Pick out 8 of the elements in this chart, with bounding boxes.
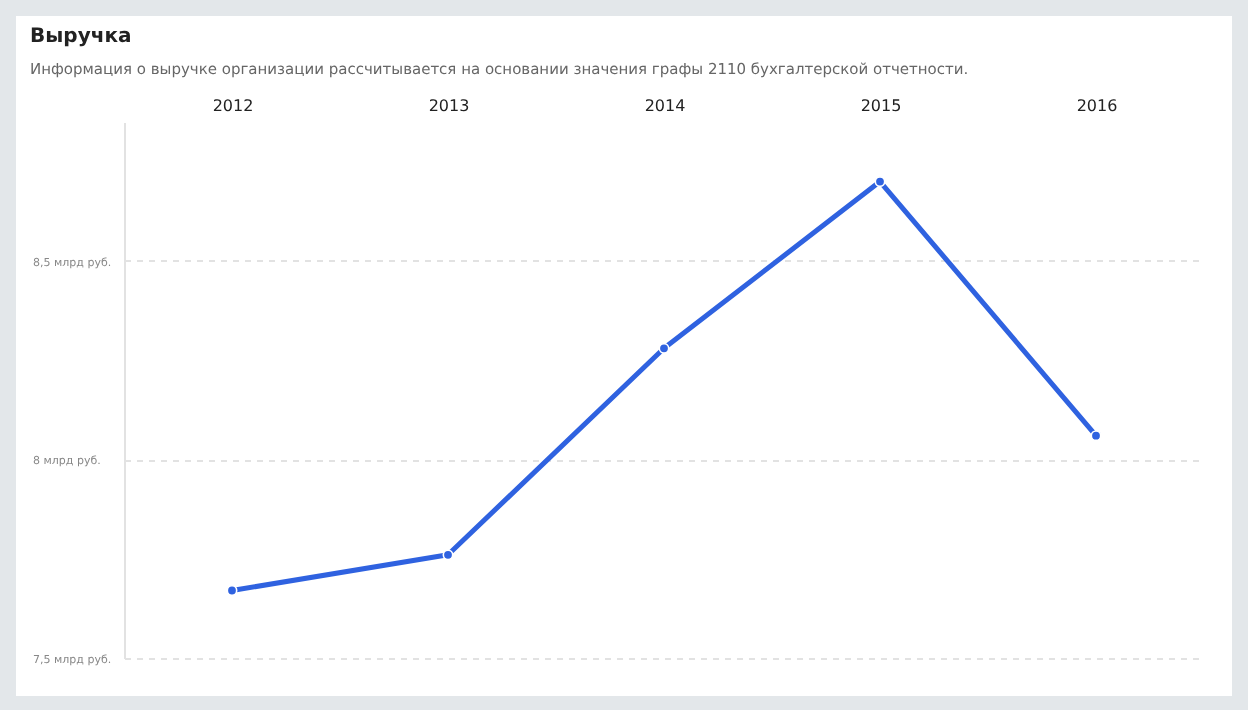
x-tick-label: 2012: [212, 97, 254, 115]
point: [658, 342, 670, 354]
point: [874, 176, 886, 188]
x-tick-label: 2013: [428, 97, 470, 115]
chart-title: Выручка: [30, 26, 132, 48]
x-tick-label: 2014: [644, 97, 686, 115]
x-tick-label: 2016: [1076, 97, 1118, 115]
x-tick-label: 2015: [860, 97, 902, 115]
